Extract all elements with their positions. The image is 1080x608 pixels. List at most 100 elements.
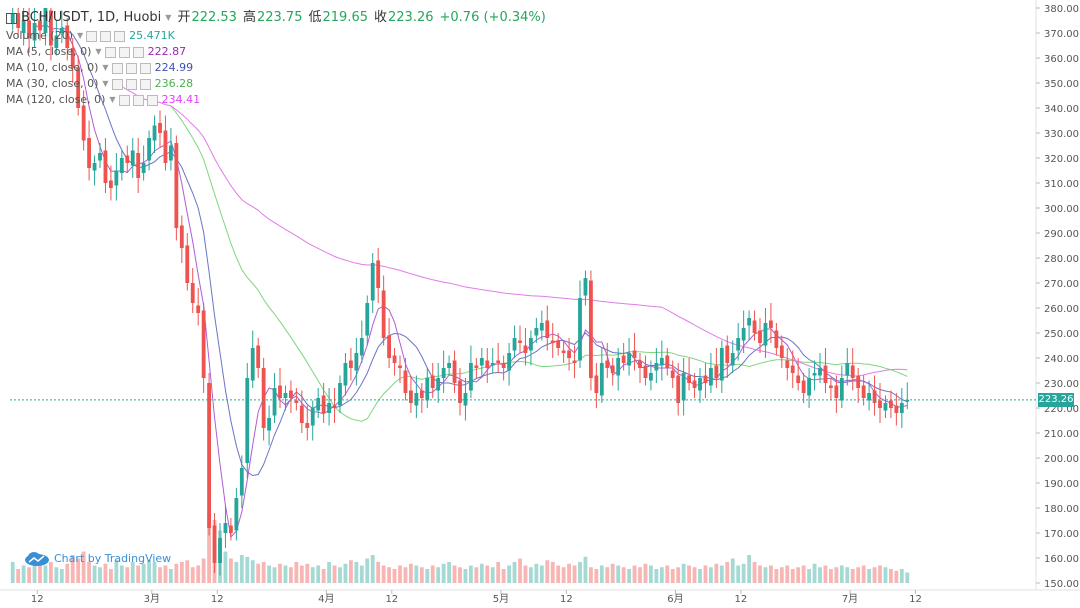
indicator-row[interactable]: MA (10, close, 0) ▼ 224.99 bbox=[6, 60, 546, 76]
volume-bar bbox=[583, 556, 588, 583]
candle-body bbox=[130, 150, 135, 166]
candle-body bbox=[801, 380, 806, 393]
ma30-line bbox=[170, 105, 908, 422]
volume-bar bbox=[152, 562, 157, 583]
tradingview-watermark[interactable]: Chart by TradingView bbox=[24, 550, 171, 566]
gear-icon[interactable] bbox=[132, 94, 144, 106]
candle-body bbox=[436, 378, 441, 391]
indicator-row[interactable]: Volume (20) ▼ 25.471K bbox=[6, 28, 546, 44]
volume-bar bbox=[365, 558, 370, 583]
change-value: +0.76 (+0.34%) bbox=[439, 10, 546, 25]
candle-body bbox=[103, 150, 108, 183]
candle-body bbox=[98, 153, 102, 161]
indicator-row[interactable]: MA (120, close, 0) ▼ 234.41 bbox=[6, 92, 546, 108]
close-icon[interactable] bbox=[146, 94, 158, 106]
volume-bar bbox=[223, 551, 228, 583]
candle-body bbox=[27, 20, 31, 38]
candle-body bbox=[747, 318, 751, 326]
volume-bar bbox=[758, 565, 762, 583]
candle-body bbox=[523, 345, 528, 353]
chevron-down-icon[interactable]: ▼ bbox=[102, 79, 109, 88]
volume-bar bbox=[267, 565, 271, 583]
candle-body bbox=[839, 378, 844, 401]
volume-bar bbox=[730, 558, 735, 583]
y-tick-label: 300.00 bbox=[1044, 204, 1079, 215]
volume-bar bbox=[294, 562, 299, 583]
eye-icon[interactable] bbox=[118, 94, 130, 106]
close-icon[interactable] bbox=[132, 46, 144, 58]
high-label: 高 bbox=[242, 10, 256, 25]
indicator-label: Volume (20) bbox=[6, 29, 73, 42]
indicator-row[interactable]: MA (5, close, 0) ▼ 222.87 bbox=[6, 44, 546, 60]
eye-icon[interactable] bbox=[111, 62, 123, 74]
volume-bar bbox=[845, 567, 850, 583]
close-icon[interactable] bbox=[139, 62, 151, 74]
indicator-label: MA (10, close, 0) bbox=[6, 61, 99, 74]
candle-body bbox=[256, 345, 261, 368]
volume-bar bbox=[687, 565, 691, 583]
symbol-square-icon bbox=[6, 12, 17, 24]
volume-bar bbox=[70, 555, 75, 583]
volume-bar bbox=[801, 565, 806, 583]
chevron-down-icon[interactable]: ▼ bbox=[109, 95, 116, 104]
volume-bar bbox=[812, 563, 817, 583]
candle-body bbox=[643, 365, 648, 378]
candle-body bbox=[774, 330, 779, 348]
y-tick-label: 150.00 bbox=[1044, 579, 1079, 590]
volume-bar bbox=[196, 565, 201, 583]
eye-icon[interactable] bbox=[104, 46, 116, 58]
volume-bar bbox=[621, 567, 626, 583]
volume-bar bbox=[703, 565, 708, 583]
y-tick-label: 170.00 bbox=[1044, 529, 1079, 540]
candle-body bbox=[218, 538, 222, 563]
volume-bar bbox=[338, 567, 342, 583]
candle-body bbox=[250, 348, 255, 381]
y-tick-label: 330.00 bbox=[1044, 129, 1079, 140]
candle-body bbox=[21, 20, 26, 33]
symbol-label[interactable]: BCH/USDT, 1D, Huobi bbox=[21, 10, 162, 25]
volume-bar bbox=[894, 570, 899, 583]
candle-body bbox=[163, 130, 168, 163]
candle-body bbox=[365, 303, 370, 336]
volume-bar bbox=[436, 567, 441, 583]
gear-icon[interactable] bbox=[118, 46, 130, 58]
volume-bar bbox=[632, 565, 637, 583]
volume-bar bbox=[158, 567, 162, 583]
candle-body bbox=[359, 338, 364, 356]
volume-bar bbox=[529, 567, 533, 583]
candle-body bbox=[769, 320, 773, 328]
candle-body bbox=[398, 365, 402, 368]
volume-bar bbox=[659, 567, 664, 583]
volume-bar bbox=[332, 565, 337, 583]
candle-body bbox=[125, 155, 130, 163]
x-tick-label: 12 bbox=[560, 594, 573, 605]
candle-body bbox=[741, 328, 746, 341]
eye-icon[interactable] bbox=[111, 78, 123, 90]
chevron-down-icon[interactable]: ▼ bbox=[102, 63, 109, 72]
volume-bar bbox=[229, 558, 233, 583]
candle-body bbox=[719, 348, 724, 381]
volume-bar bbox=[441, 563, 446, 583]
gear-icon[interactable] bbox=[125, 78, 137, 90]
gear-icon[interactable] bbox=[100, 30, 112, 42]
gear-icon[interactable] bbox=[125, 62, 137, 74]
chevron-down-icon[interactable]: ▼ bbox=[95, 47, 102, 56]
candle-body bbox=[409, 390, 413, 403]
close-icon[interactable] bbox=[114, 30, 126, 42]
candle-body bbox=[889, 400, 893, 408]
volume-bar bbox=[414, 565, 419, 583]
volume-bar bbox=[147, 560, 151, 583]
x-tick-label: 7月 bbox=[842, 593, 858, 605]
candle-body bbox=[883, 403, 888, 411]
candle-body bbox=[567, 350, 571, 358]
close-icon[interactable] bbox=[139, 78, 151, 90]
eye-icon[interactable] bbox=[86, 30, 98, 42]
chevron-down-icon[interactable]: ▼ bbox=[165, 13, 172, 22]
candle-body bbox=[561, 350, 566, 353]
indicator-row[interactable]: MA (30, close, 0) ▼ 236.28 bbox=[6, 76, 546, 92]
volume-bar bbox=[594, 569, 599, 583]
chevron-down-icon[interactable]: ▼ bbox=[77, 31, 84, 40]
volume-bar bbox=[21, 565, 26, 583]
